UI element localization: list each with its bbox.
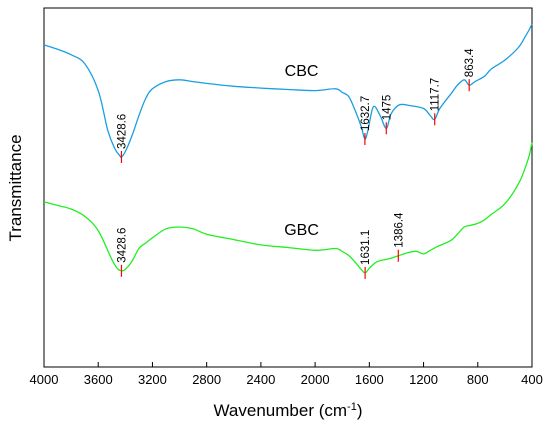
- cbc-peak-label: 863.4: [464, 48, 476, 77]
- series-layer: [43, 23, 533, 274]
- plot-frame: [43, 7, 533, 368]
- x-tick-label: 2400: [246, 372, 275, 387]
- gbc-series-label: GBC: [284, 222, 319, 239]
- cbc-peak-label: 1475: [381, 95, 393, 121]
- x-axis-ticks: 4000 3600 3200 2800 2400 2000 1600 1200 800 400: [30, 362, 543, 387]
- x-tick-label: 3200: [138, 372, 167, 387]
- cbc-peak-label: 3428.6: [116, 114, 128, 149]
- peak-annotations: 3428.6 1632.7 1475 1117.7 863.4 3428.6 1631.1 1…: [116, 48, 476, 279]
- x-tick-label: 3600: [84, 372, 113, 387]
- cbc-peak-label: 1632.7: [360, 96, 372, 131]
- x-axis-title-main: Wavenumber (cm: [214, 401, 348, 420]
- x-tick-label: 400: [521, 372, 543, 387]
- gbc-series-line: [43, 142, 533, 274]
- x-tick-label: 1600: [355, 372, 384, 387]
- y-axis-title: Transmittance: [6, 134, 25, 241]
- gbc-peak-label: 1386.4: [393, 212, 405, 248]
- series-name-labels: CBC GBC: [284, 63, 319, 239]
- cbc-peak-label: 1117.7: [430, 78, 442, 111]
- x-tick-label: 2800: [192, 372, 221, 387]
- x-axis-title-superscript: -1: [347, 401, 357, 413]
- cbc-series-line: [43, 23, 533, 159]
- cbc-series-label: CBC: [285, 63, 319, 80]
- x-tick-label: 1200: [409, 372, 438, 387]
- x-tick-label: 800: [467, 372, 489, 387]
- x-tick-label: 4000: [30, 372, 59, 387]
- x-axis-title: Wavenumber (cm-1): [214, 401, 363, 420]
- gbc-peak-label: 3428.6: [116, 228, 128, 263]
- gbc-peak-label: 1631.1: [360, 230, 372, 265]
- x-axis-title-close: ): [357, 401, 363, 420]
- x-tick-label: 2000: [301, 372, 330, 387]
